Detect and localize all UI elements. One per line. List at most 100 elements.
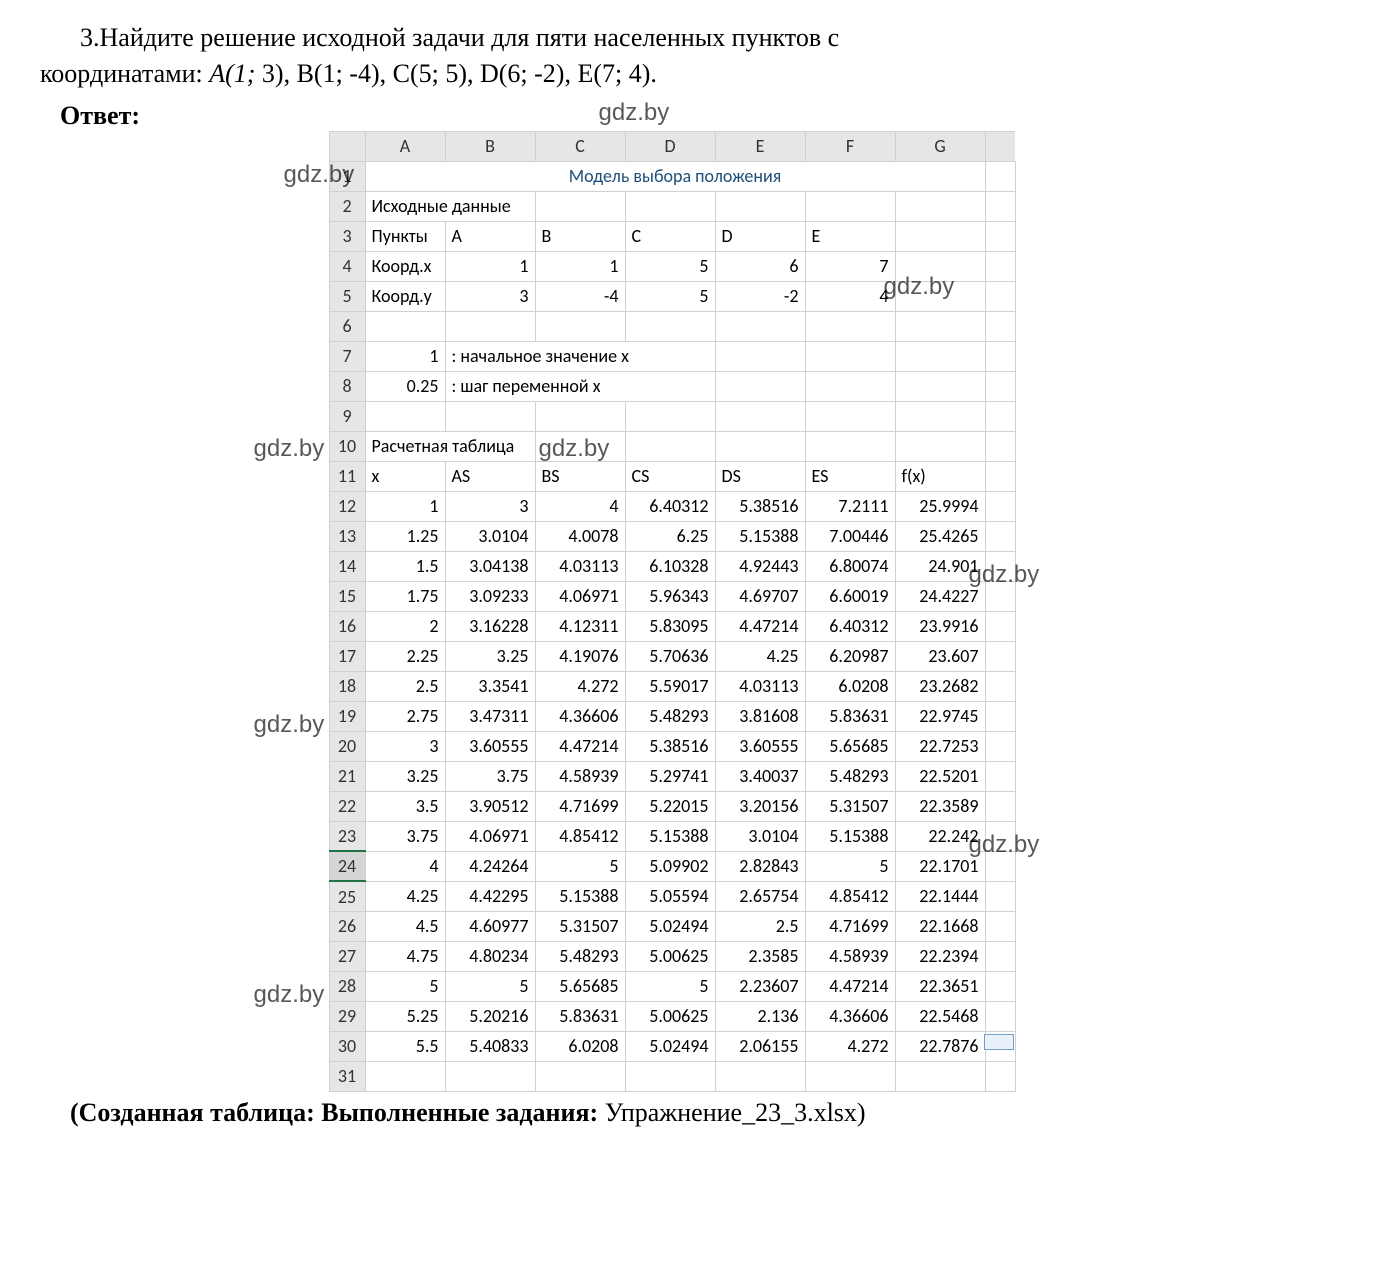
cell[interactable]: : шаг переменной x xyxy=(445,371,715,401)
cell[interactable]: ES xyxy=(805,461,895,491)
cell[interactable]: 5 xyxy=(365,971,445,1001)
cell[interactable]: 7.2111 xyxy=(805,491,895,521)
sheet-nav-icon[interactable] xyxy=(984,1034,1014,1050)
cell[interactable]: 3.75 xyxy=(445,761,535,791)
cell[interactable]: 5 xyxy=(625,971,715,1001)
cell[interactable]: B xyxy=(535,221,625,251)
cell[interactable]: 6.0208 xyxy=(805,671,895,701)
cell[interactable]: 2.5 xyxy=(715,911,805,941)
cell[interactable]: 5.48293 xyxy=(805,761,895,791)
cell[interactable]: 3.5 xyxy=(365,791,445,821)
cell[interactable]: 1.5 xyxy=(365,551,445,581)
row-header[interactable]: 26 xyxy=(329,911,365,941)
cell[interactable]: 3.81608 xyxy=(715,701,805,731)
cell[interactable]: 5.00625 xyxy=(625,1001,715,1031)
cell[interactable]: 5 xyxy=(805,851,895,881)
row-header[interactable]: 15 xyxy=(329,581,365,611)
cell[interactable]: 5.02494 xyxy=(625,1031,715,1061)
cell[interactable]: 3.04138 xyxy=(445,551,535,581)
cell[interactable]: 3 xyxy=(445,491,535,521)
cell[interactable]: 4 xyxy=(365,851,445,881)
cell[interactable]: 4.85412 xyxy=(535,821,625,851)
section-label[interactable]: Расчетная таблица xyxy=(365,431,535,461)
col-header[interactable]: E xyxy=(715,131,805,161)
cell[interactable]: 6.40312 xyxy=(625,491,715,521)
cell[interactable]: 1 xyxy=(445,251,535,281)
cell[interactable]: 3.90512 xyxy=(445,791,535,821)
cell[interactable]: 3.60555 xyxy=(715,731,805,761)
cell[interactable]: 5 xyxy=(625,281,715,311)
cell[interactable]: 2.06155 xyxy=(715,1031,805,1061)
row-header[interactable]: 30 xyxy=(329,1031,365,1061)
cell[interactable]: 3.3541 xyxy=(445,671,535,701)
cell[interactable]: 5.65685 xyxy=(535,971,625,1001)
cell[interactable]: CS xyxy=(625,461,715,491)
cell[interactable]: 5.83631 xyxy=(535,1001,625,1031)
cell[interactable]: 4.272 xyxy=(805,1031,895,1061)
cell[interactable]: 5.48293 xyxy=(535,941,625,971)
cell[interactable]: 3.47311 xyxy=(445,701,535,731)
cell[interactable]: 3.25 xyxy=(365,761,445,791)
cell[interactable]: 22.5468 xyxy=(895,1001,985,1031)
cell[interactable]: 3.25 xyxy=(445,641,535,671)
cell[interactable]: 6.60019 xyxy=(805,581,895,611)
cell[interactable]: 5.22015 xyxy=(625,791,715,821)
cell[interactable]: 3.75 xyxy=(365,821,445,851)
row-header[interactable]: 16 xyxy=(329,611,365,641)
cell[interactable]: 4.69707 xyxy=(715,581,805,611)
cell[interactable]: 5.59017 xyxy=(625,671,715,701)
row-header[interactable]: 9 xyxy=(329,401,365,431)
cell[interactable]: 4.0078 xyxy=(535,521,625,551)
cell[interactable]: 5.00625 xyxy=(625,941,715,971)
row-header[interactable]: 13 xyxy=(329,521,365,551)
row-header[interactable]: 19 xyxy=(329,701,365,731)
cell[interactable]: 4 xyxy=(805,281,895,311)
cell[interactable]: -2 xyxy=(715,281,805,311)
row-header[interactable]: 28 xyxy=(329,971,365,1001)
cell[interactable]: 5.38516 xyxy=(715,491,805,521)
select-all-corner[interactable] xyxy=(329,131,365,161)
cell[interactable]: 3.60555 xyxy=(445,731,535,761)
row-header[interactable]: 3 xyxy=(329,221,365,251)
cell[interactable]: 1.75 xyxy=(365,581,445,611)
cell[interactable]: 6.80074 xyxy=(805,551,895,581)
col-header[interactable]: B xyxy=(445,131,535,161)
cell[interactable]: 5 xyxy=(445,971,535,1001)
row-header[interactable]: 23 xyxy=(329,821,365,851)
row-header[interactable]: 18 xyxy=(329,671,365,701)
cell[interactable]: Коорд.y xyxy=(365,281,445,311)
cell[interactable]: 3.0104 xyxy=(715,821,805,851)
cell[interactable]: DS xyxy=(715,461,805,491)
cell[interactable]: Коорд.x xyxy=(365,251,445,281)
col-header[interactable] xyxy=(985,131,1015,161)
cell[interactable]: 4.58939 xyxy=(805,941,895,971)
cell[interactable]: D xyxy=(715,221,805,251)
cell[interactable]: A xyxy=(445,221,535,251)
cell[interactable]: 4.47214 xyxy=(805,971,895,1001)
cell[interactable]: 4.80234 xyxy=(445,941,535,971)
cell[interactable]: 4.71699 xyxy=(535,791,625,821)
cell[interactable]: 4.92443 xyxy=(715,551,805,581)
cell[interactable]: 24.4227 xyxy=(895,581,985,611)
cell[interactable]: 4.03113 xyxy=(715,671,805,701)
cell[interactable]: 7.00446 xyxy=(805,521,895,551)
cell[interactable]: 4.06971 xyxy=(535,581,625,611)
cell[interactable]: AS xyxy=(445,461,535,491)
cell[interactable]: 3 xyxy=(445,281,535,311)
cell[interactable]: : начальное значение x xyxy=(445,341,715,371)
cell[interactable]: 3.0104 xyxy=(445,521,535,551)
cell[interactable]: 5.40833 xyxy=(445,1031,535,1061)
row-header[interactable]: 29 xyxy=(329,1001,365,1031)
row-header[interactable]: 31 xyxy=(329,1061,365,1091)
row-header[interactable]: 10 xyxy=(329,431,365,461)
cell[interactable]: 3.16228 xyxy=(445,611,535,641)
cell[interactable]: 23.2682 xyxy=(895,671,985,701)
cell[interactable]: 2.75 xyxy=(365,701,445,731)
cell[interactable]: 22.7253 xyxy=(895,731,985,761)
cell[interactable]: 2.23607 xyxy=(715,971,805,1001)
cell[interactable]: Пункты xyxy=(365,221,445,251)
cell[interactable]: 22.3589 xyxy=(895,791,985,821)
spreadsheet-grid[interactable]: A B C D E F G 1 Модель выбора положения … xyxy=(329,131,1016,1092)
row-header[interactable]: 5 xyxy=(329,281,365,311)
cell[interactable]: 4.5 xyxy=(365,911,445,941)
